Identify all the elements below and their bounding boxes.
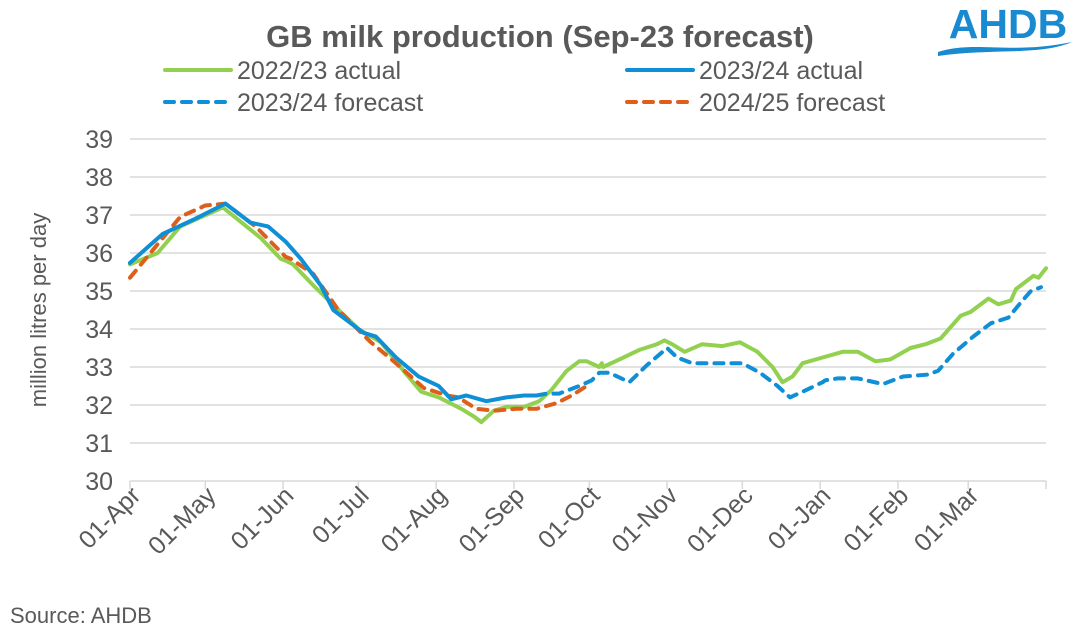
x-tick-label: 01-Aug bbox=[376, 481, 453, 558]
series-line-2023-24-actual bbox=[128, 201, 539, 404]
legend-label: 2022/23 actual bbox=[237, 57, 401, 85]
legend-item: 2022/23 actual bbox=[163, 57, 401, 85]
gridlines bbox=[130, 138, 1046, 444]
y-tick-label: 37 bbox=[85, 202, 113, 230]
series-line-2024-25-forecast bbox=[128, 201, 589, 413]
chart-title: GB milk production (Sep-23 forecast) bbox=[266, 19, 814, 54]
y-tick-label: 33 bbox=[85, 354, 113, 382]
y-tick-label: 35 bbox=[85, 278, 113, 306]
x-tick-label: 01-May bbox=[143, 481, 222, 560]
series-line-2022-23-actual bbox=[128, 205, 1048, 425]
y-tick-label: 30 bbox=[85, 468, 113, 496]
legend-item: 2024/25 forecast bbox=[625, 89, 885, 117]
logo-text: AHDB bbox=[949, 1, 1067, 47]
x-tick-label: 01-Oct bbox=[533, 481, 606, 554]
x-tick-label: 01-Dec bbox=[682, 481, 759, 558]
ahdb-logo: AHDB bbox=[938, 1, 1072, 56]
logo-wave-icon bbox=[938, 42, 1072, 56]
x-tick-label: 01-Mar bbox=[909, 481, 985, 557]
x-tick-label: 01-Sep bbox=[453, 481, 530, 558]
x-tick-label: 01-Jan bbox=[763, 481, 837, 555]
y-axis-ticks: 30 31 32 33 34 35 36 37 38 39 bbox=[85, 126, 113, 496]
legend-label: 2023/24 forecast bbox=[237, 89, 423, 117]
source-note: Source: AHDB bbox=[10, 603, 152, 628]
legend-item: 2023/24 forecast bbox=[163, 89, 423, 117]
y-tick-label: 31 bbox=[85, 430, 113, 458]
x-tick-label: 01-Nov bbox=[607, 481, 684, 558]
y-axis-title: million litres per day bbox=[26, 213, 51, 407]
y-tick-label: 36 bbox=[85, 240, 113, 268]
x-tick-label: 01-Jul bbox=[307, 481, 375, 549]
series-lines bbox=[128, 201, 1048, 425]
legend: 2022/23 actual 2023/24 actual 2023/24 fore… bbox=[163, 57, 885, 117]
y-tick-label: 38 bbox=[85, 164, 113, 192]
legend-label: 2023/24 actual bbox=[699, 57, 863, 85]
legend-item: 2023/24 actual bbox=[625, 57, 863, 85]
x-tick-label: 01-Jun bbox=[225, 481, 299, 555]
x-tick-label: 01-Feb bbox=[838, 481, 914, 557]
legend-label: 2024/25 forecast bbox=[699, 89, 885, 117]
y-tick-label: 34 bbox=[85, 316, 113, 344]
y-tick-label: 39 bbox=[85, 126, 113, 154]
y-tick-label: 32 bbox=[85, 392, 113, 420]
series-line-2023-24-forecast bbox=[534, 285, 1043, 400]
